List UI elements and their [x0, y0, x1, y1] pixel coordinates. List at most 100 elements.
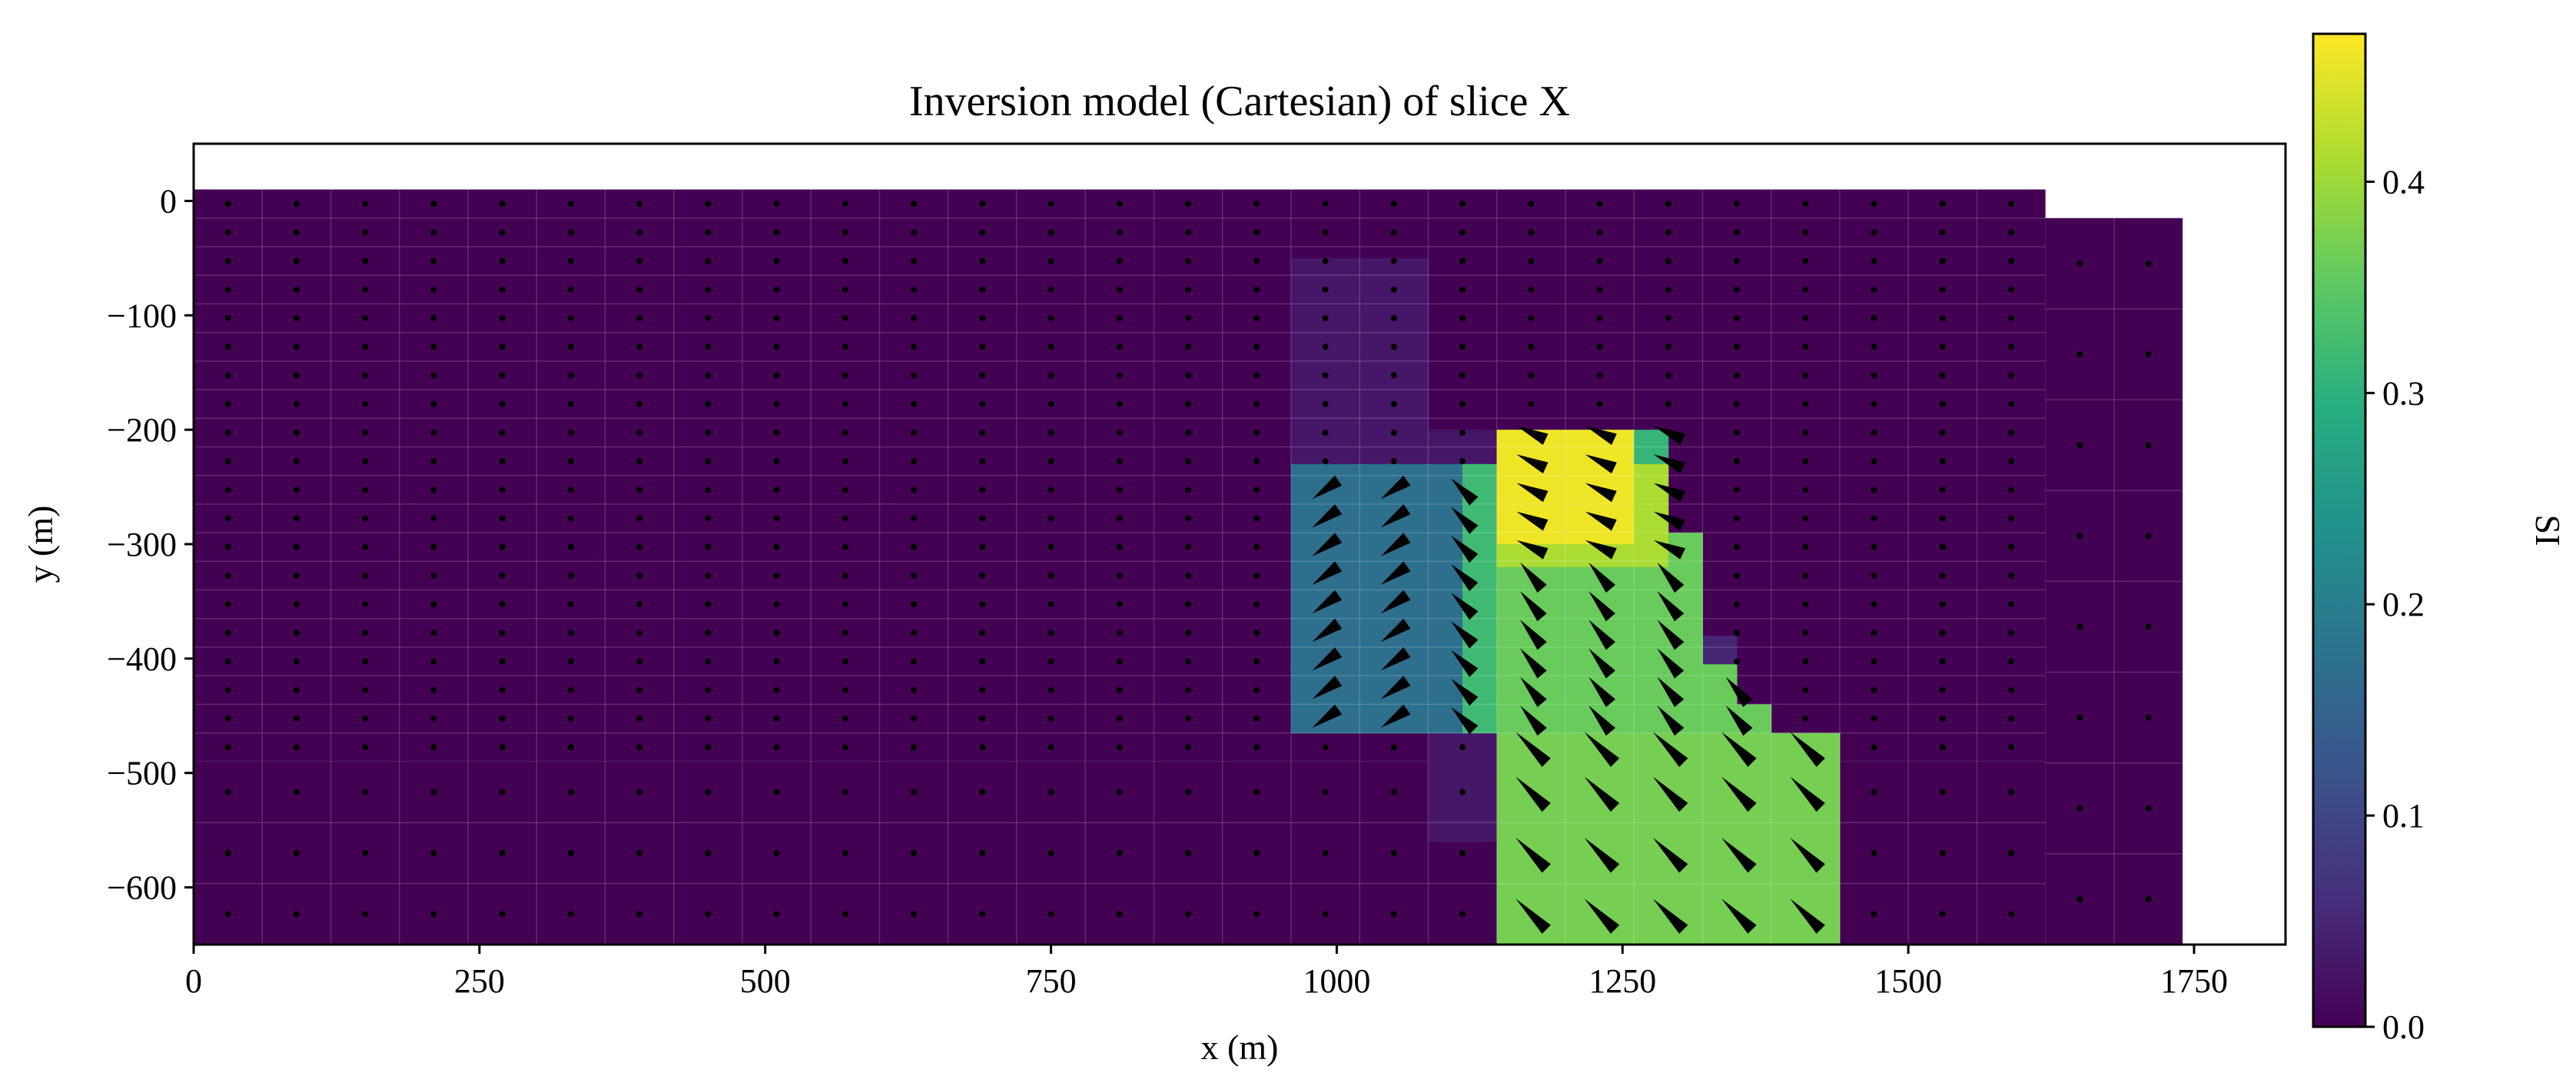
cell-marker: [499, 716, 506, 722]
cell-marker: [499, 572, 506, 579]
cell-marker: [705, 286, 712, 293]
y-tick-label: −600: [107, 869, 177, 907]
vector-arrow: [1520, 619, 1547, 650]
vector-arrow: [1380, 618, 1411, 643]
y-tick-label: −400: [107, 640, 177, 678]
cell-marker: [567, 429, 574, 436]
cell-marker: [1116, 286, 1123, 293]
cell-marker: [293, 911, 300, 918]
cell-marker: [430, 686, 437, 693]
cell-marker: [1390, 744, 1397, 751]
cell-marker: [1322, 789, 1329, 795]
vector-arrow: [1652, 898, 1688, 934]
cell-marker: [1734, 429, 1741, 436]
x-tick-label: 750: [1026, 962, 1077, 1000]
cell-marker: [979, 344, 986, 350]
cell-marker: [2008, 789, 2015, 795]
cell-marker: [911, 487, 918, 493]
cell-marker: [773, 849, 780, 856]
cell-marker: [1185, 286, 1192, 293]
cell-marker: [1116, 572, 1123, 579]
cell-marker: [705, 372, 712, 379]
colorbar-axis: 0.0 0.1 0.2 0.3 0.4: [2365, 163, 2425, 1046]
cell-marker: [1734, 229, 1741, 236]
cell-marker: [705, 849, 712, 856]
cell-marker: [979, 849, 986, 856]
cell-marker: [499, 629, 506, 636]
cell-marker: [362, 229, 369, 236]
cell-marker: [911, 257, 918, 264]
cell-marker: [2008, 344, 2015, 350]
heatmap-cell: [1496, 732, 1841, 945]
vector-arrow: [1657, 648, 1685, 679]
cell-marker: [499, 429, 506, 436]
cell-marker: [1322, 400, 1329, 407]
cell-marker: [499, 257, 506, 264]
vector-arrow: [1657, 705, 1685, 736]
cell-marker: [430, 286, 437, 293]
cell-marker: [293, 543, 300, 550]
cell-marker: [1939, 372, 1946, 379]
cell-marker: [1116, 458, 1123, 465]
cell-marker: [2008, 629, 2015, 636]
cell-marker: [1939, 458, 1946, 465]
cell-marker: [636, 911, 643, 918]
vector-arrow: [1451, 506, 1479, 534]
cell-marker: [911, 744, 918, 751]
cell-marker: [1047, 911, 1054, 918]
cell-marker: [1459, 344, 1466, 350]
vector-arrow: [1380, 704, 1411, 728]
cell-marker: [1459, 789, 1466, 795]
cell-marker: [705, 487, 712, 493]
cell-marker: [979, 911, 986, 918]
cell-marker: [430, 372, 437, 379]
cell-marker: [842, 315, 848, 322]
vector-arrow: [1312, 704, 1343, 728]
cell-marker: [1734, 515, 1741, 522]
cell-marker: [842, 429, 848, 436]
cell-marker: [1939, 629, 1946, 636]
cell-marker: [1047, 400, 1054, 407]
cell-marker: [1253, 286, 1260, 293]
cell-marker: [842, 658, 848, 665]
cell-marker: [1871, 658, 1877, 665]
heatmap-cell: [1496, 544, 1669, 568]
y-tick-label: −200: [107, 411, 177, 449]
cell-marker: [979, 429, 986, 436]
cell-marker: [293, 315, 300, 322]
cell-marker: [1665, 400, 1671, 407]
cell-marker: [567, 344, 574, 350]
cell-marker: [1185, 429, 1192, 436]
cell-marker: [2008, 572, 2015, 579]
cell-marker: [636, 849, 643, 856]
cell-marker: [1734, 344, 1741, 350]
cell-marker: [636, 201, 643, 208]
vector-arrow: [1451, 621, 1479, 649]
cell-marker: [1459, 286, 1466, 293]
cell-marker: [1185, 789, 1192, 795]
cell-marker: [1185, 458, 1192, 465]
cell-marker: [224, 344, 231, 350]
cell-marker: [636, 601, 643, 608]
cell-marker: [293, 716, 300, 722]
cell-marker: [1802, 257, 1809, 264]
cell-marker: [1390, 315, 1397, 322]
cell-marker: [1596, 229, 1603, 236]
cell-marker: [1047, 658, 1054, 665]
cell-marker: [567, 487, 574, 493]
cell-marker: [705, 543, 712, 550]
cell-marker: [2008, 601, 2015, 608]
vector-arrow: [1516, 454, 1549, 474]
cell-marker: [293, 658, 300, 665]
cell-marker: [705, 601, 712, 608]
cell-marker: [1116, 686, 1123, 693]
vector-arrow: [1516, 426, 1549, 445]
cell-marker: [499, 487, 506, 493]
cell-marker: [636, 572, 643, 579]
vector-arrow: [1657, 591, 1685, 622]
cell-marker: [1734, 372, 1741, 379]
cell-marker: [1459, 911, 1466, 918]
cell-marker: [2008, 658, 2015, 665]
cell-marker: [1802, 543, 1809, 550]
cell-marker: [1665, 201, 1671, 208]
